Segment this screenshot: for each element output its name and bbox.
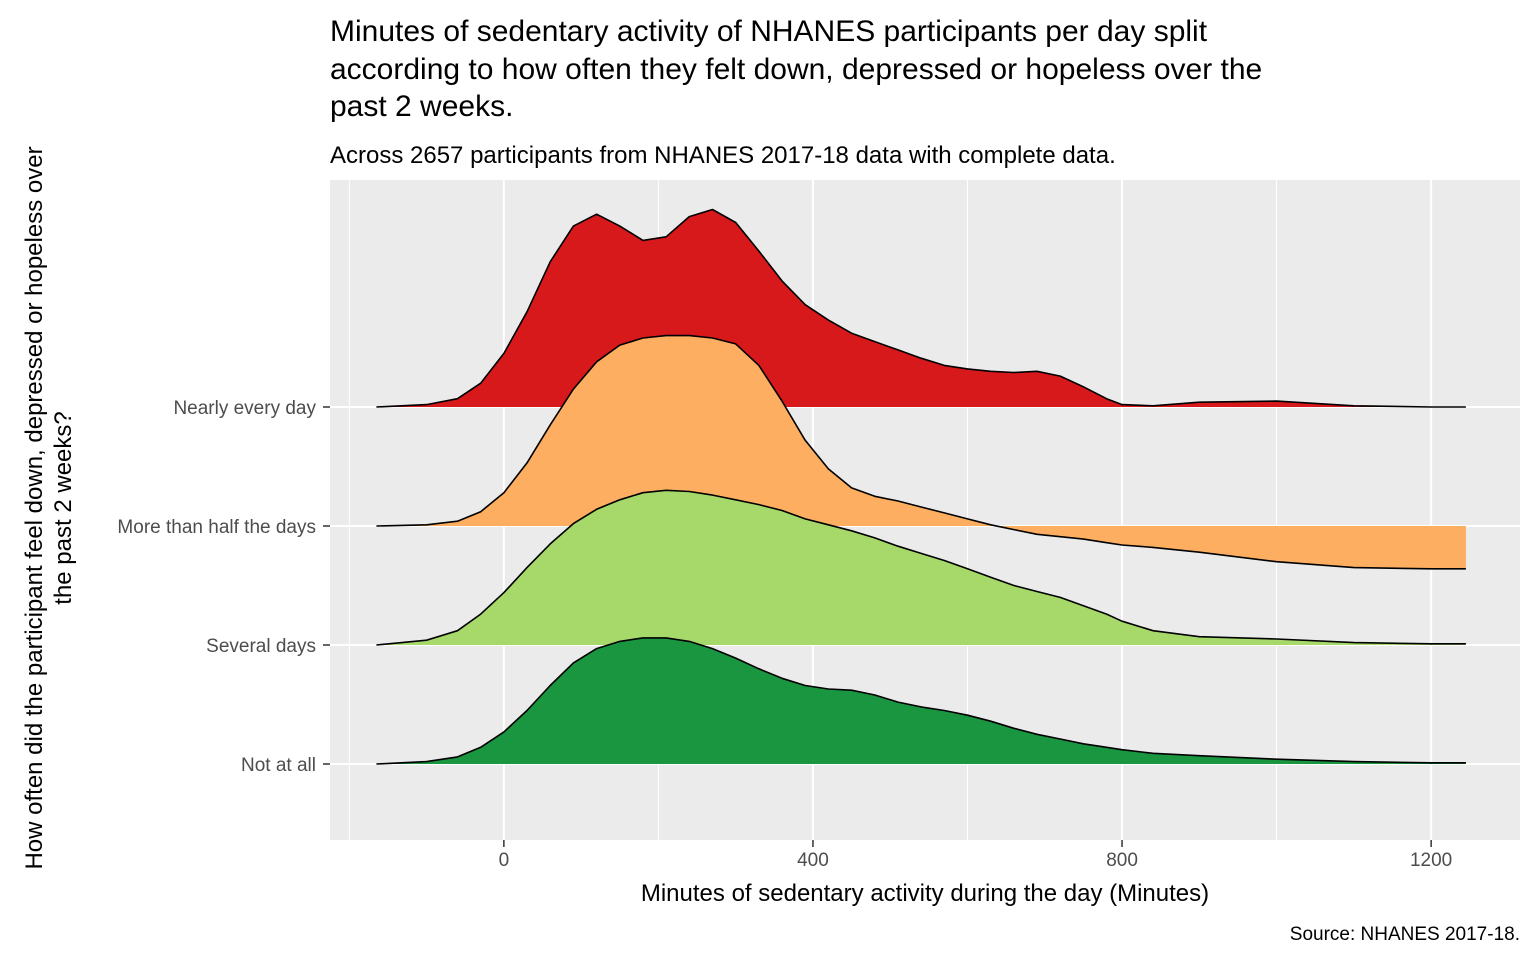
x-tick-label: 800 bbox=[1106, 850, 1138, 871]
chart-title-line-1: Minutes of sedentary activity of NHANES … bbox=[330, 15, 1208, 48]
axes: 0 400 800 1200 Not at all Several days More th… bbox=[117, 398, 1452, 871]
chart-caption: Source: NHANES 2017-18. bbox=[1290, 924, 1520, 945]
chart-title-line-3: past 2 weeks. bbox=[330, 90, 513, 123]
chart-title-line-2: according to how often they felt down, d… bbox=[330, 53, 1262, 86]
density-line-nearly-every-day bbox=[376, 208, 1466, 408]
density-line-more-than-half-the-days bbox=[376, 334, 1466, 570]
y-tick-label: More than half the days bbox=[117, 517, 316, 538]
y-axis-title-line-2: the past 2 weeks? bbox=[50, 411, 77, 604]
x-tick-label: 1200 bbox=[1410, 850, 1452, 871]
y-tick-label: Nearly every day bbox=[173, 398, 316, 419]
y-axis-title-line-1: How often did the participant feel down,… bbox=[21, 146, 48, 869]
y-tick-label: Not at all bbox=[241, 755, 316, 776]
density-line-not-at-all bbox=[376, 637, 1466, 765]
y-axis-title-group: How often did the participant feel down,… bbox=[21, 146, 77, 869]
x-tick-label: 400 bbox=[797, 850, 829, 871]
chart-subtitle: Across 2657 participants from NHANES 201… bbox=[330, 142, 1116, 169]
density-line-several-days bbox=[376, 489, 1466, 646]
x-tick-label: 0 bbox=[499, 850, 510, 871]
y-tick-label: Several days bbox=[206, 636, 316, 657]
density-area-several-days bbox=[376, 490, 1466, 645]
density-ridges bbox=[376, 208, 1466, 765]
density-area-not-at-all bbox=[376, 637, 1466, 764]
x-axis-title: Minutes of sedentary activity during the… bbox=[641, 880, 1209, 907]
